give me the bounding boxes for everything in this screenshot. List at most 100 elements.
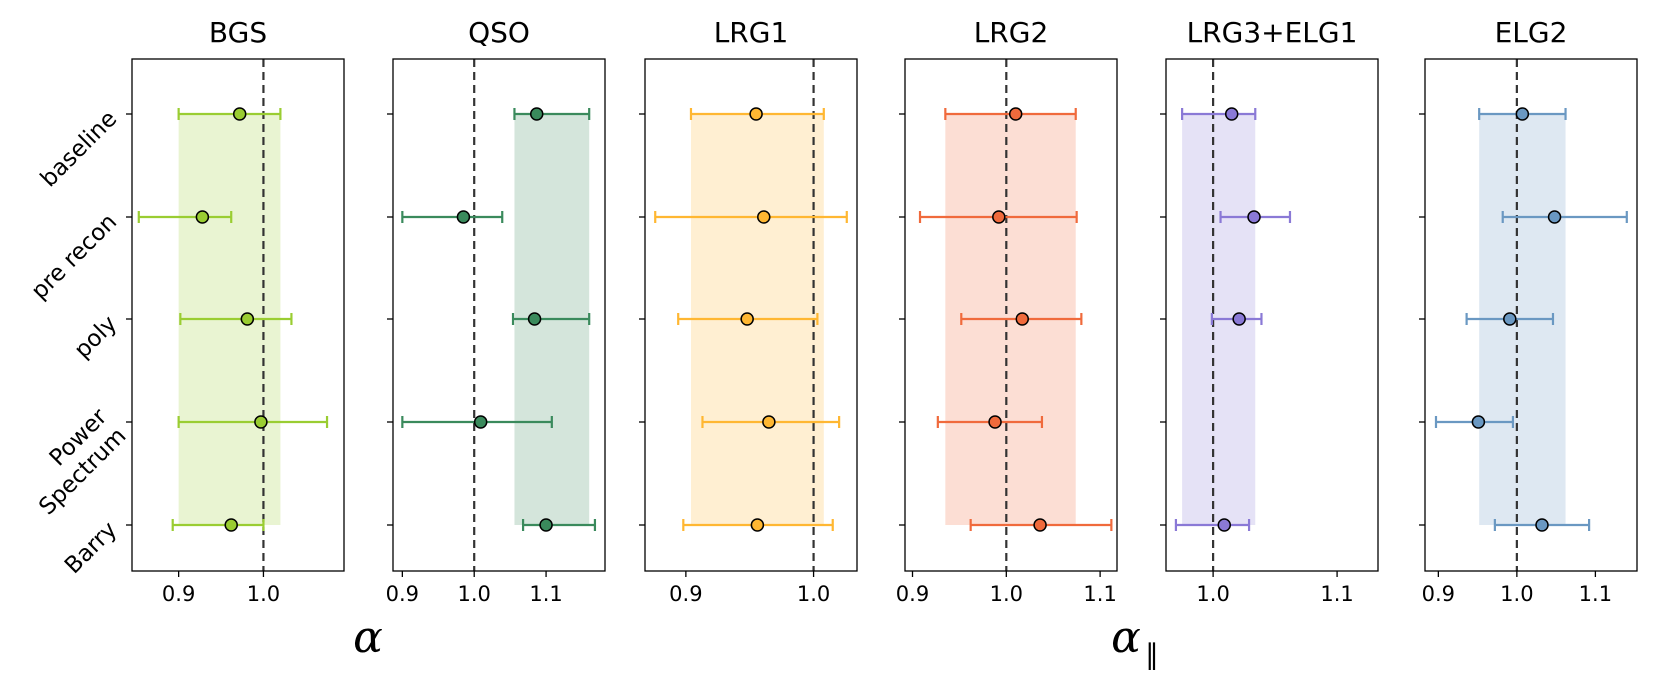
marker (757, 210, 771, 224)
marker (1535, 518, 1549, 532)
marker (473, 415, 488, 429)
marker (195, 210, 210, 224)
panel-bgs: 0.9 1.0 BGS (126, 16, 345, 606)
x-tick-label: 1.0 (458, 582, 491, 606)
x-tick-label: 1.0 (990, 582, 1023, 606)
panel-title: LRG3+ELG1 (1187, 16, 1358, 49)
panel-title: QSO (468, 16, 530, 49)
data-point-barry (682, 518, 834, 532)
data-point-baseline (177, 107, 282, 121)
marker (254, 415, 268, 429)
marker (539, 518, 553, 532)
panel-frame (392, 58, 606, 572)
data-point-power-spectrum (701, 415, 841, 429)
row-label-line: baseline (36, 106, 123, 193)
x-tick-label: 0.9 (162, 582, 195, 606)
panels: 0.9 1.0 BGS 0.9 1.0 1.1 QSO 0.9 1.0 LRG1 0.9 1.0 1.1… (126, 16, 1638, 606)
x-tick-label: 0.9 (896, 582, 929, 606)
data-point-baseline (1181, 107, 1257, 121)
marker (762, 415, 776, 429)
marker (1008, 107, 1023, 121)
panel-qso: 0.9 1.0 1.1 QSO (386, 16, 606, 606)
marker (529, 107, 544, 121)
x-tick-label: 0.9 (1422, 582, 1455, 606)
panel-elg2: 0.9 1.0 1.1 ELG2 (1419, 16, 1638, 606)
data-point-pre-recon (654, 210, 848, 224)
marker (1547, 210, 1562, 224)
data-point-pre-recon (1219, 210, 1292, 224)
x-axis-label-parallel-subscript: ∥ (1145, 638, 1159, 671)
marker (1515, 107, 1530, 121)
row-label-line: poly (69, 311, 122, 364)
x-axis-label-alpha: α (353, 612, 383, 663)
marker (527, 312, 542, 326)
data-point-pre-recon (401, 210, 504, 224)
data-point-poly (960, 312, 1083, 326)
marker (232, 107, 247, 121)
marker (992, 210, 1006, 224)
row-label-line: Barry (60, 517, 122, 579)
data-point-barry (1493, 518, 1591, 532)
data-point-barry (171, 518, 265, 532)
marker (1033, 518, 1047, 532)
panel-frame (1165, 58, 1379, 572)
row-label-baseline: baseline (36, 106, 123, 193)
data-point-baseline (513, 107, 591, 121)
x-tick-label: 1.0 (1196, 582, 1229, 606)
marker (1015, 312, 1030, 326)
data-point-baseline (1478, 107, 1567, 121)
panel-frame (644, 58, 858, 572)
data-point-barry (969, 518, 1113, 532)
marker (740, 312, 754, 326)
x-tick-label: 0.9 (386, 582, 419, 606)
marker (1217, 518, 1232, 532)
marker (456, 210, 471, 224)
x-tick-label: 1.0 (247, 582, 280, 606)
marker (749, 107, 763, 121)
marker (1503, 312, 1517, 326)
panel-lrg3-elg1: 1.0 1.1 LRG3+ELG1 (1160, 16, 1379, 606)
marker (1471, 415, 1486, 429)
x-tick-label: 1.1 (1083, 582, 1116, 606)
data-point-poly (1465, 312, 1555, 326)
panel-title: LRG1 (714, 16, 789, 49)
marker (1224, 107, 1239, 121)
panel-frame (904, 58, 1118, 572)
x-tick-label: 0.9 (669, 582, 702, 606)
data-point-power-spectrum (936, 415, 1044, 429)
data-point-power-spectrum (401, 415, 553, 429)
marker (240, 312, 255, 326)
marker (1247, 210, 1261, 224)
data-point-poly (677, 312, 819, 326)
panel-lrg1: 0.9 1.0 LRG1 (639, 16, 858, 606)
panel-title: ELG2 (1495, 16, 1568, 49)
panel-title: LRG2 (974, 16, 1049, 49)
data-point-baseline (689, 107, 825, 121)
data-point-power-spectrum (177, 415, 329, 429)
data-point-baseline (944, 107, 1077, 121)
row-label-line: pre recon (26, 209, 122, 305)
row-label-power-spectrum: PowerSpectrum (15, 404, 132, 521)
data-point-poly (511, 312, 591, 326)
data-point-pre-recon (137, 210, 233, 224)
x-tick-label: 1.1 (1320, 582, 1353, 606)
panel-title: BGS (209, 16, 267, 49)
data-point-pre-recon (918, 210, 1078, 224)
panel-frame (131, 58, 345, 572)
marker (750, 518, 765, 532)
x-tick-label: 1.1 (529, 582, 562, 606)
data-point-power-spectrum (1434, 415, 1515, 429)
data-point-barry (1174, 518, 1251, 532)
data-point-poly (179, 312, 293, 326)
data-point-pre-recon (1501, 210, 1628, 224)
marker (988, 415, 1002, 429)
x-axis-label-alpha-parallel: α ∥ (1111, 612, 1159, 671)
x-tick-label: 1.0 (1500, 582, 1533, 606)
x-tick-label: 1.0 (797, 582, 830, 606)
panel-lrg2: 0.9 1.0 1.1 LRG2 (896, 16, 1118, 606)
marker (224, 518, 238, 532)
row-label-pre-recon: pre recon (26, 209, 122, 305)
panel-frame (1424, 58, 1638, 572)
